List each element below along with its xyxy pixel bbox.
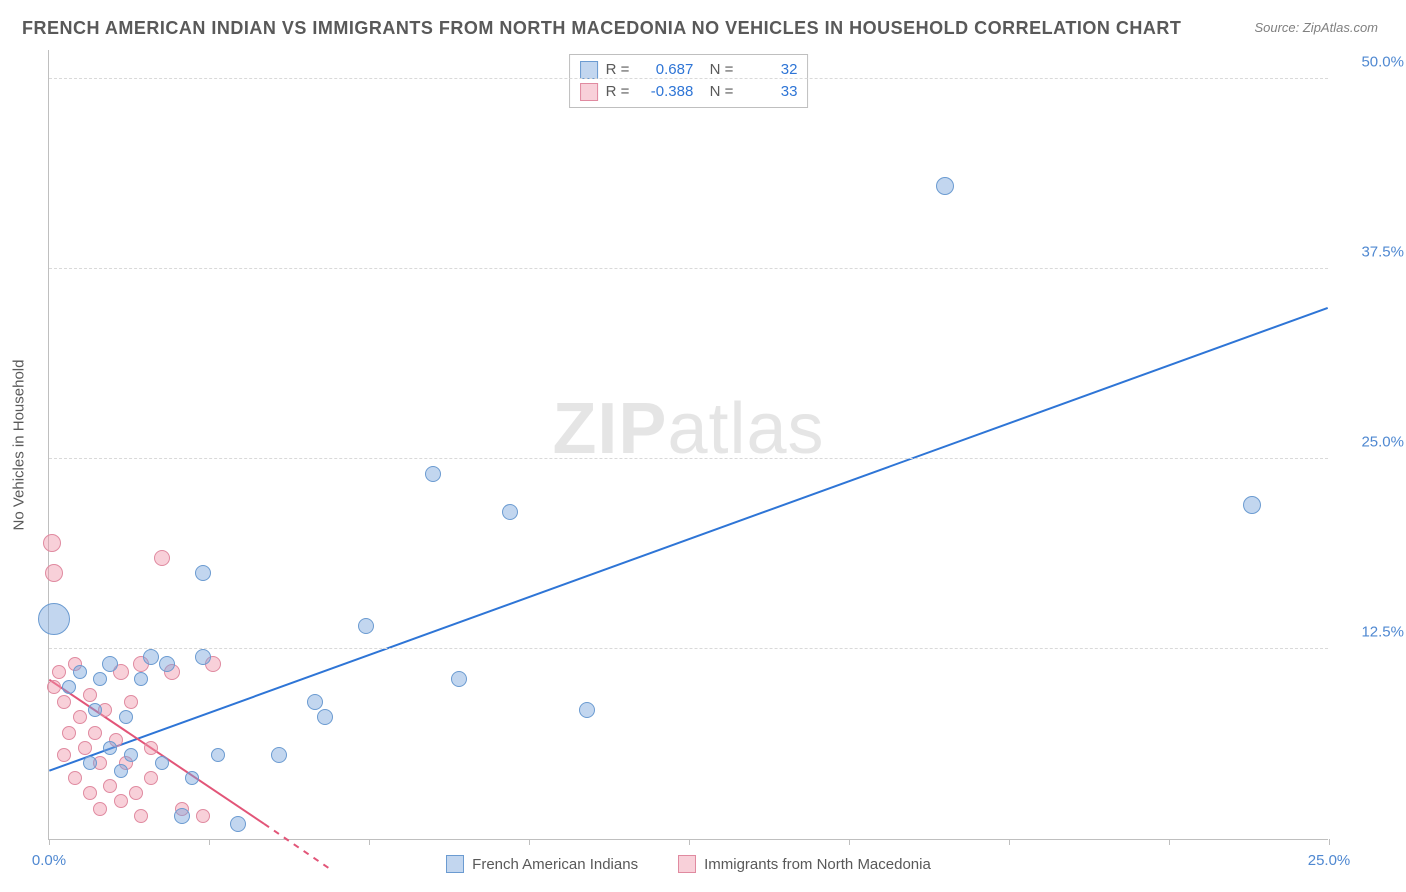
gridline-h xyxy=(49,648,1328,649)
x-tick-label: 25.0% xyxy=(1308,852,1351,869)
data-point-blue xyxy=(119,710,133,724)
legend-label-pink: Immigrants from North Macedonia xyxy=(704,856,931,873)
data-point-blue xyxy=(185,771,199,785)
data-point-blue xyxy=(936,177,954,195)
data-point-blue xyxy=(317,709,333,725)
source-attribution: Source: ZipAtlas.com xyxy=(1254,20,1378,35)
stats-row-pink: R =-0.388 N =33 xyxy=(580,81,798,103)
data-point-pink xyxy=(52,665,66,679)
data-point-pink xyxy=(73,710,87,724)
data-point-blue xyxy=(124,748,138,762)
data-point-blue xyxy=(271,747,287,763)
swatch-pink-icon xyxy=(678,855,696,873)
x-tick-mark xyxy=(529,839,530,845)
data-point-blue xyxy=(1243,496,1261,514)
x-tick-label: 0.0% xyxy=(32,852,66,869)
trend-lines-svg xyxy=(49,50,1328,839)
data-point-blue xyxy=(103,741,117,755)
data-point-blue xyxy=(93,672,107,686)
data-point-pink xyxy=(62,726,76,740)
data-point-pink xyxy=(57,748,71,762)
data-point-blue xyxy=(579,702,595,718)
data-point-blue xyxy=(134,672,148,686)
data-point-pink xyxy=(134,809,148,823)
y-tick-label: 37.5% xyxy=(1340,244,1404,261)
data-point-pink xyxy=(114,794,128,808)
chart-title: FRENCH AMERICAN INDIAN VS IMMIGRANTS FRO… xyxy=(22,18,1181,39)
data-point-blue xyxy=(230,816,246,832)
data-point-blue xyxy=(38,603,70,635)
data-point-blue xyxy=(174,808,190,824)
data-point-pink xyxy=(93,802,107,816)
plot-area: No Vehicles in Household ZIPatlas R =0.6… xyxy=(48,50,1328,840)
data-point-pink xyxy=(196,809,210,823)
data-point-blue xyxy=(211,748,225,762)
data-point-pink xyxy=(45,564,63,582)
data-point-pink xyxy=(68,771,82,785)
x-tick-mark xyxy=(1329,839,1330,845)
x-tick-mark xyxy=(689,839,690,845)
legend-item-blue: French American Indians xyxy=(446,855,638,873)
data-point-blue xyxy=(83,756,97,770)
data-point-blue xyxy=(73,665,87,679)
swatch-blue xyxy=(580,61,598,79)
y-axis-label: No Vehicles in Household xyxy=(11,359,28,530)
legend-label-blue: French American Indians xyxy=(472,856,638,873)
data-point-pink xyxy=(47,680,61,694)
data-point-pink xyxy=(124,695,138,709)
gridline-h xyxy=(49,78,1328,79)
data-point-pink xyxy=(129,786,143,800)
y-tick-label: 50.0% xyxy=(1340,54,1404,71)
data-point-blue xyxy=(102,656,118,672)
x-tick-mark xyxy=(209,839,210,845)
data-point-blue xyxy=(159,656,175,672)
y-tick-label: 25.0% xyxy=(1340,434,1404,451)
data-point-pink xyxy=(154,550,170,566)
trend-line xyxy=(49,308,1327,771)
gridline-h xyxy=(49,458,1328,459)
stats-legend-box: R =0.687 N =32 R =-0.388 N =33 xyxy=(569,54,809,108)
swatch-pink xyxy=(580,83,598,101)
data-point-blue xyxy=(143,649,159,665)
data-point-blue xyxy=(307,694,323,710)
data-point-blue xyxy=(195,649,211,665)
data-point-pink xyxy=(57,695,71,709)
data-point-blue xyxy=(425,466,441,482)
data-point-blue xyxy=(451,671,467,687)
gridline-h xyxy=(49,268,1328,269)
data-point-pink xyxy=(83,786,97,800)
x-tick-mark xyxy=(369,839,370,845)
data-point-pink xyxy=(83,688,97,702)
data-point-blue xyxy=(155,756,169,770)
data-point-pink xyxy=(88,726,102,740)
data-point-pink xyxy=(144,771,158,785)
swatch-blue-icon xyxy=(446,855,464,873)
x-tick-mark xyxy=(849,839,850,845)
data-point-blue xyxy=(88,703,102,717)
x-tick-mark xyxy=(1169,839,1170,845)
x-tick-mark xyxy=(1009,839,1010,845)
data-point-blue xyxy=(62,680,76,694)
data-point-pink xyxy=(103,779,117,793)
y-tick-label: 12.5% xyxy=(1340,624,1404,641)
data-point-blue xyxy=(195,565,211,581)
data-point-pink xyxy=(78,741,92,755)
data-point-pink xyxy=(144,741,158,755)
data-point-pink xyxy=(43,534,61,552)
data-point-blue xyxy=(114,764,128,778)
legend-item-pink: Immigrants from North Macedonia xyxy=(678,855,931,873)
bottom-legend: French American Indians Immigrants from … xyxy=(49,855,1328,873)
x-tick-mark xyxy=(49,839,50,845)
data-point-blue xyxy=(358,618,374,634)
data-point-blue xyxy=(502,504,518,520)
